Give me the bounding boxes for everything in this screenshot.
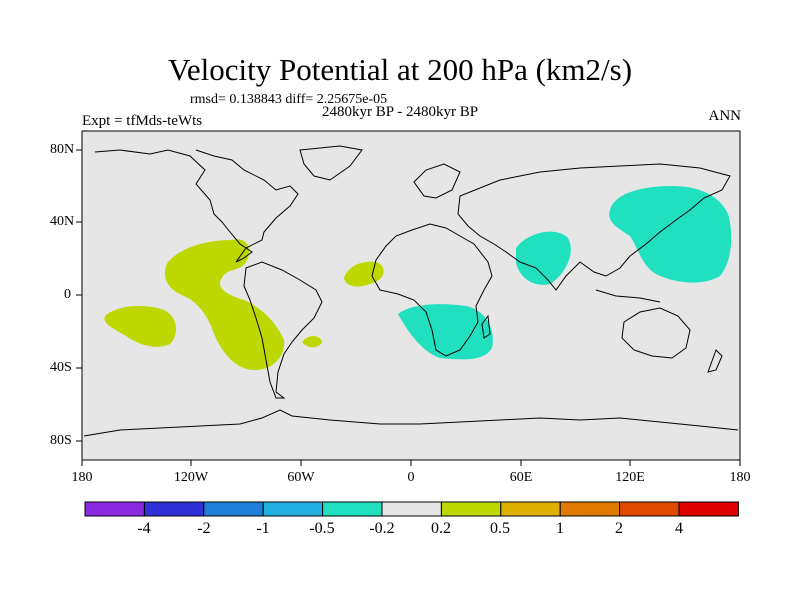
axis-ticks (76, 149, 741, 466)
coastline-asia (457, 163, 731, 291)
coastline-indonesia (595, 289, 661, 303)
anomaly-region-central-america (164, 239, 285, 371)
coastlines (83, 145, 739, 437)
anomaly-region-africa (398, 304, 493, 360)
y-axis-label-80n: 80N (50, 142, 75, 157)
colorbar-label: -4 (137, 520, 151, 537)
x-axis-label-180w: 180 (71, 470, 93, 485)
period-text: 2480kyr BP - 2480kyr BP (322, 104, 479, 120)
colorbar-label: 0.2 (431, 520, 451, 537)
colorbar-label: 0.5 (490, 520, 510, 537)
experiment-label: Expt = tfMds-teWts (82, 113, 203, 129)
colorbar-box (619, 501, 680, 517)
x-axis-label-120w: 120W (173, 470, 209, 485)
coastline-madagascar (481, 314, 491, 339)
chart-title: Velocity Potential at 200 hPa (km2/s) (167, 52, 633, 87)
colorbar-box (143, 501, 205, 517)
colorbar-label: 1 (556, 520, 564, 537)
colorbar-label: -0.2 (369, 520, 395, 537)
map-background (81, 130, 741, 461)
x-axis-label-60w: 60W (287, 470, 315, 485)
anomaly-region-south-atlantic (302, 336, 322, 348)
coastline-antarctica (83, 409, 739, 437)
colorbar-box (322, 501, 383, 517)
x-axis-label-180e: 180 (729, 470, 751, 485)
coastline-new-zealand (707, 349, 723, 373)
colorbar-box (203, 501, 264, 517)
colorbar-label: -1 (256, 520, 270, 537)
coastline-europe-africa (371, 223, 493, 357)
season-label: ANN (708, 108, 742, 124)
colorbar-box (678, 501, 739, 517)
x-axis-label-60e: 60E (509, 470, 533, 485)
coastline-australia (621, 307, 691, 359)
coastline-south-america (243, 261, 323, 399)
colorbar (84, 501, 739, 517)
colorbar-label: -0.5 (309, 520, 335, 537)
coastline-greenland (299, 145, 363, 181)
colorbar-box (84, 501, 145, 517)
colorbar-box (381, 501, 442, 517)
colorbar-box (500, 501, 561, 517)
colorbar-box (262, 501, 324, 517)
colorbar-box (440, 501, 502, 517)
colorbar-label: -2 (197, 520, 211, 537)
y-axis-label-0: 0 (64, 287, 71, 302)
colorbar-box (559, 501, 621, 517)
colorbar-label: 2 (615, 520, 623, 537)
anomaly-region-east-asia (609, 186, 732, 283)
y-axis-label-80s: 80S (50, 433, 72, 448)
anomaly-region-arabia (516, 231, 571, 285)
anomaly-region-south-pacific (104, 305, 177, 347)
x-axis-label-0: 0 (407, 470, 415, 485)
stats-text: rmsd= 0.138843 diff= 2.25675e-05 (190, 92, 388, 107)
colorbar-label: 4 (675, 520, 683, 537)
coastline-north-america (94, 149, 299, 263)
y-axis-label-40n: 40N (50, 214, 75, 229)
y-axis-label-40s: 40S (50, 360, 72, 375)
x-axis-label-120e: 120E (615, 470, 645, 485)
negative-anomaly-regions (398, 186, 732, 360)
coastline-scandinavia (413, 163, 461, 199)
